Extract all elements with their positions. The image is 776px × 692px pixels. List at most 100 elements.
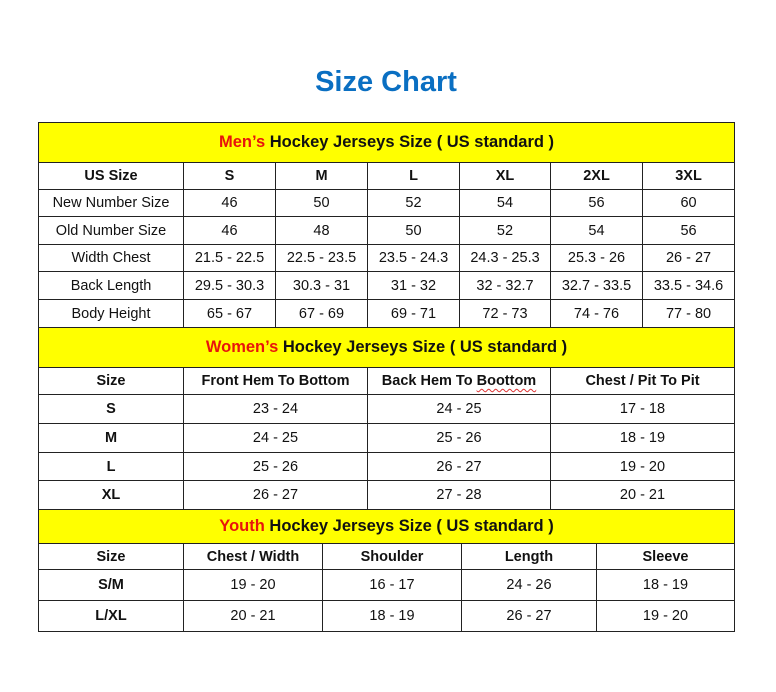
- table-cell: 19 - 20: [595, 600, 736, 632]
- column-header: XL: [459, 162, 551, 190]
- table-cell: 25.3 - 26: [550, 244, 643, 272]
- table-cell: 67 - 69: [275, 299, 368, 328]
- title-highlight: Women’s: [205, 338, 279, 356]
- table-cell: 46: [183, 216, 276, 245]
- table-cell: 29.5 - 30.3: [183, 271, 276, 300]
- table-cell: 54: [459, 189, 551, 217]
- header-row: Size Chest / Width Shoulder Length Sleeve: [38, 543, 736, 570]
- table-cell: 48: [275, 216, 368, 245]
- column-header: US Size: [38, 162, 184, 190]
- table-cell: 32.7 - 33.5: [550, 271, 643, 300]
- column-header-label: L: [409, 168, 418, 184]
- title-highlight: Men’s: [219, 133, 266, 151]
- table-row: New Number Size 46 50 52 54 56 60: [38, 189, 736, 217]
- table-cell: 60: [641, 189, 736, 217]
- column-header: 2XL: [550, 162, 643, 190]
- table-cell: 56: [550, 189, 643, 217]
- spellcheck-underline: Boottom: [476, 373, 537, 389]
- table-cell: 18 - 19: [549, 423, 736, 453]
- column-header: Shoulder: [322, 543, 462, 570]
- women-section-title: Women’s Hockey Jerseys Size ( US standar…: [37, 327, 736, 368]
- table-cell: 23 - 24: [183, 394, 368, 424]
- table-row: Back Length 29.5 - 30.3 30.3 - 31 31 - 32 32…: [38, 271, 736, 300]
- row-label: S: [38, 394, 184, 424]
- table-cell: 26 - 27: [641, 244, 736, 272]
- column-header-label: Sleeve: [642, 548, 689, 565]
- column-header: Back Hem To Boottom: [367, 367, 551, 395]
- table-cell: 31 - 32: [367, 271, 460, 300]
- column-header: 3XL: [641, 162, 736, 190]
- column-header: Chest / Width: [183, 543, 323, 570]
- title-highlight: Youth: [219, 517, 265, 535]
- row-label: New Number Size: [38, 189, 184, 217]
- header-row: Size Front Hem To Bottom Back Hem To Boott…: [38, 367, 736, 395]
- column-header-label: US Size: [84, 168, 138, 184]
- row-label: M: [38, 423, 184, 453]
- table-row: Width Chest 21.5 - 22.5 22.5 - 23.5 23.5 - …: [38, 244, 736, 272]
- table-cell: 20 - 21: [549, 480, 736, 510]
- table-cell: 18 - 19: [322, 600, 462, 632]
- table-cell: 16 - 17: [322, 569, 462, 601]
- table-cell: 52: [367, 189, 460, 217]
- women-size-table: Women’s Hockey Jerseys Size ( US standar…: [37, 327, 736, 510]
- table-cell: 19 - 20: [183, 569, 323, 601]
- table-cell: 50: [367, 216, 460, 245]
- table-cell: 25 - 26: [367, 423, 551, 453]
- column-header: Size: [38, 367, 184, 395]
- table-cell: 33.5 - 34.6: [641, 271, 736, 300]
- row-label: XL: [38, 480, 184, 510]
- row-label: Back Length: [38, 271, 184, 300]
- table-cell: 30.3 - 31: [275, 271, 368, 300]
- youth-section-title: Youth Hockey Jerseys Size ( US standard …: [37, 509, 736, 544]
- men-section-title: Men’s Hockey Jerseys Size ( US standard …: [37, 122, 736, 163]
- row-label: L: [38, 452, 184, 481]
- table-cell: 56: [641, 216, 736, 245]
- column-header-label: 2XL: [583, 168, 610, 184]
- table-row: L/XL 20 - 21 18 - 19 26 - 27 19 - 20: [38, 600, 736, 632]
- table-cell: 18 - 19: [595, 569, 736, 601]
- table-cell: 54: [550, 216, 643, 245]
- column-header-label: 3XL: [675, 168, 702, 184]
- row-label: Width Chest: [38, 244, 184, 272]
- column-header: Front Hem To Bottom: [183, 367, 368, 395]
- table-cell: 25 - 26: [183, 452, 368, 481]
- row-label: Body Height: [38, 299, 184, 328]
- table-cell: 50: [275, 189, 368, 217]
- table-cell: 46: [183, 189, 276, 217]
- table-cell: 65 - 67: [183, 299, 276, 328]
- table-row: M 24 - 25 25 - 26 18 - 19: [38, 423, 736, 453]
- column-header-label: Shoulder: [360, 548, 424, 565]
- row-label: L/XL: [38, 600, 184, 632]
- title-text: Hockey Jerseys Size ( US standard ): [278, 338, 568, 356]
- table-cell: 24.3 - 25.3: [459, 244, 551, 272]
- column-header: Length: [461, 543, 597, 570]
- column-header: S: [183, 162, 276, 190]
- table-row: S/M 19 - 20 16 - 17 24 - 26 18 - 19: [38, 569, 736, 601]
- column-header-label: Length: [504, 548, 554, 565]
- table-row: S 23 - 24 24 - 25 17 - 18: [38, 394, 736, 424]
- title-text: Hockey Jerseys Size ( US standard ): [264, 517, 554, 535]
- column-header: Chest / Pit To Pit: [549, 367, 736, 395]
- column-header-label: M: [315, 168, 328, 184]
- men-size-table: Men’s Hockey Jerseys Size ( US standard …: [37, 122, 736, 328]
- table-cell: 26 - 27: [183, 480, 368, 510]
- header-row: US Size S M L XL 2XL 3XL: [38, 162, 736, 190]
- column-header-label: Size: [96, 373, 126, 389]
- table-cell: 21.5 - 22.5: [183, 244, 276, 272]
- column-header-label: Front Hem To Bottom: [201, 373, 350, 389]
- column-header: L: [367, 162, 460, 190]
- column-header: M: [275, 162, 368, 190]
- table-cell: 23.5 - 24.3: [367, 244, 460, 272]
- table-cell: 17 - 18: [549, 394, 736, 424]
- page-title: Size Chart: [315, 66, 457, 98]
- table-row: Old Number Size 46 48 50 52 54 56: [38, 216, 736, 245]
- table-cell: 74 - 76: [550, 299, 643, 328]
- table-cell: 24 - 25: [183, 423, 368, 453]
- table-row: Body Height 65 - 67 67 - 69 69 - 71 72 - 73 7…: [38, 299, 736, 328]
- table-cell: 26 - 27: [461, 600, 597, 632]
- column-header-label: Back Hem To Boottom: [381, 373, 537, 389]
- table-cell: 19 - 20: [549, 452, 736, 481]
- column-header-label: Chest / Pit To Pit: [585, 373, 700, 389]
- column-header: Sleeve: [595, 543, 736, 570]
- table-row: XL 26 - 27 27 - 28 20 - 21: [38, 480, 736, 510]
